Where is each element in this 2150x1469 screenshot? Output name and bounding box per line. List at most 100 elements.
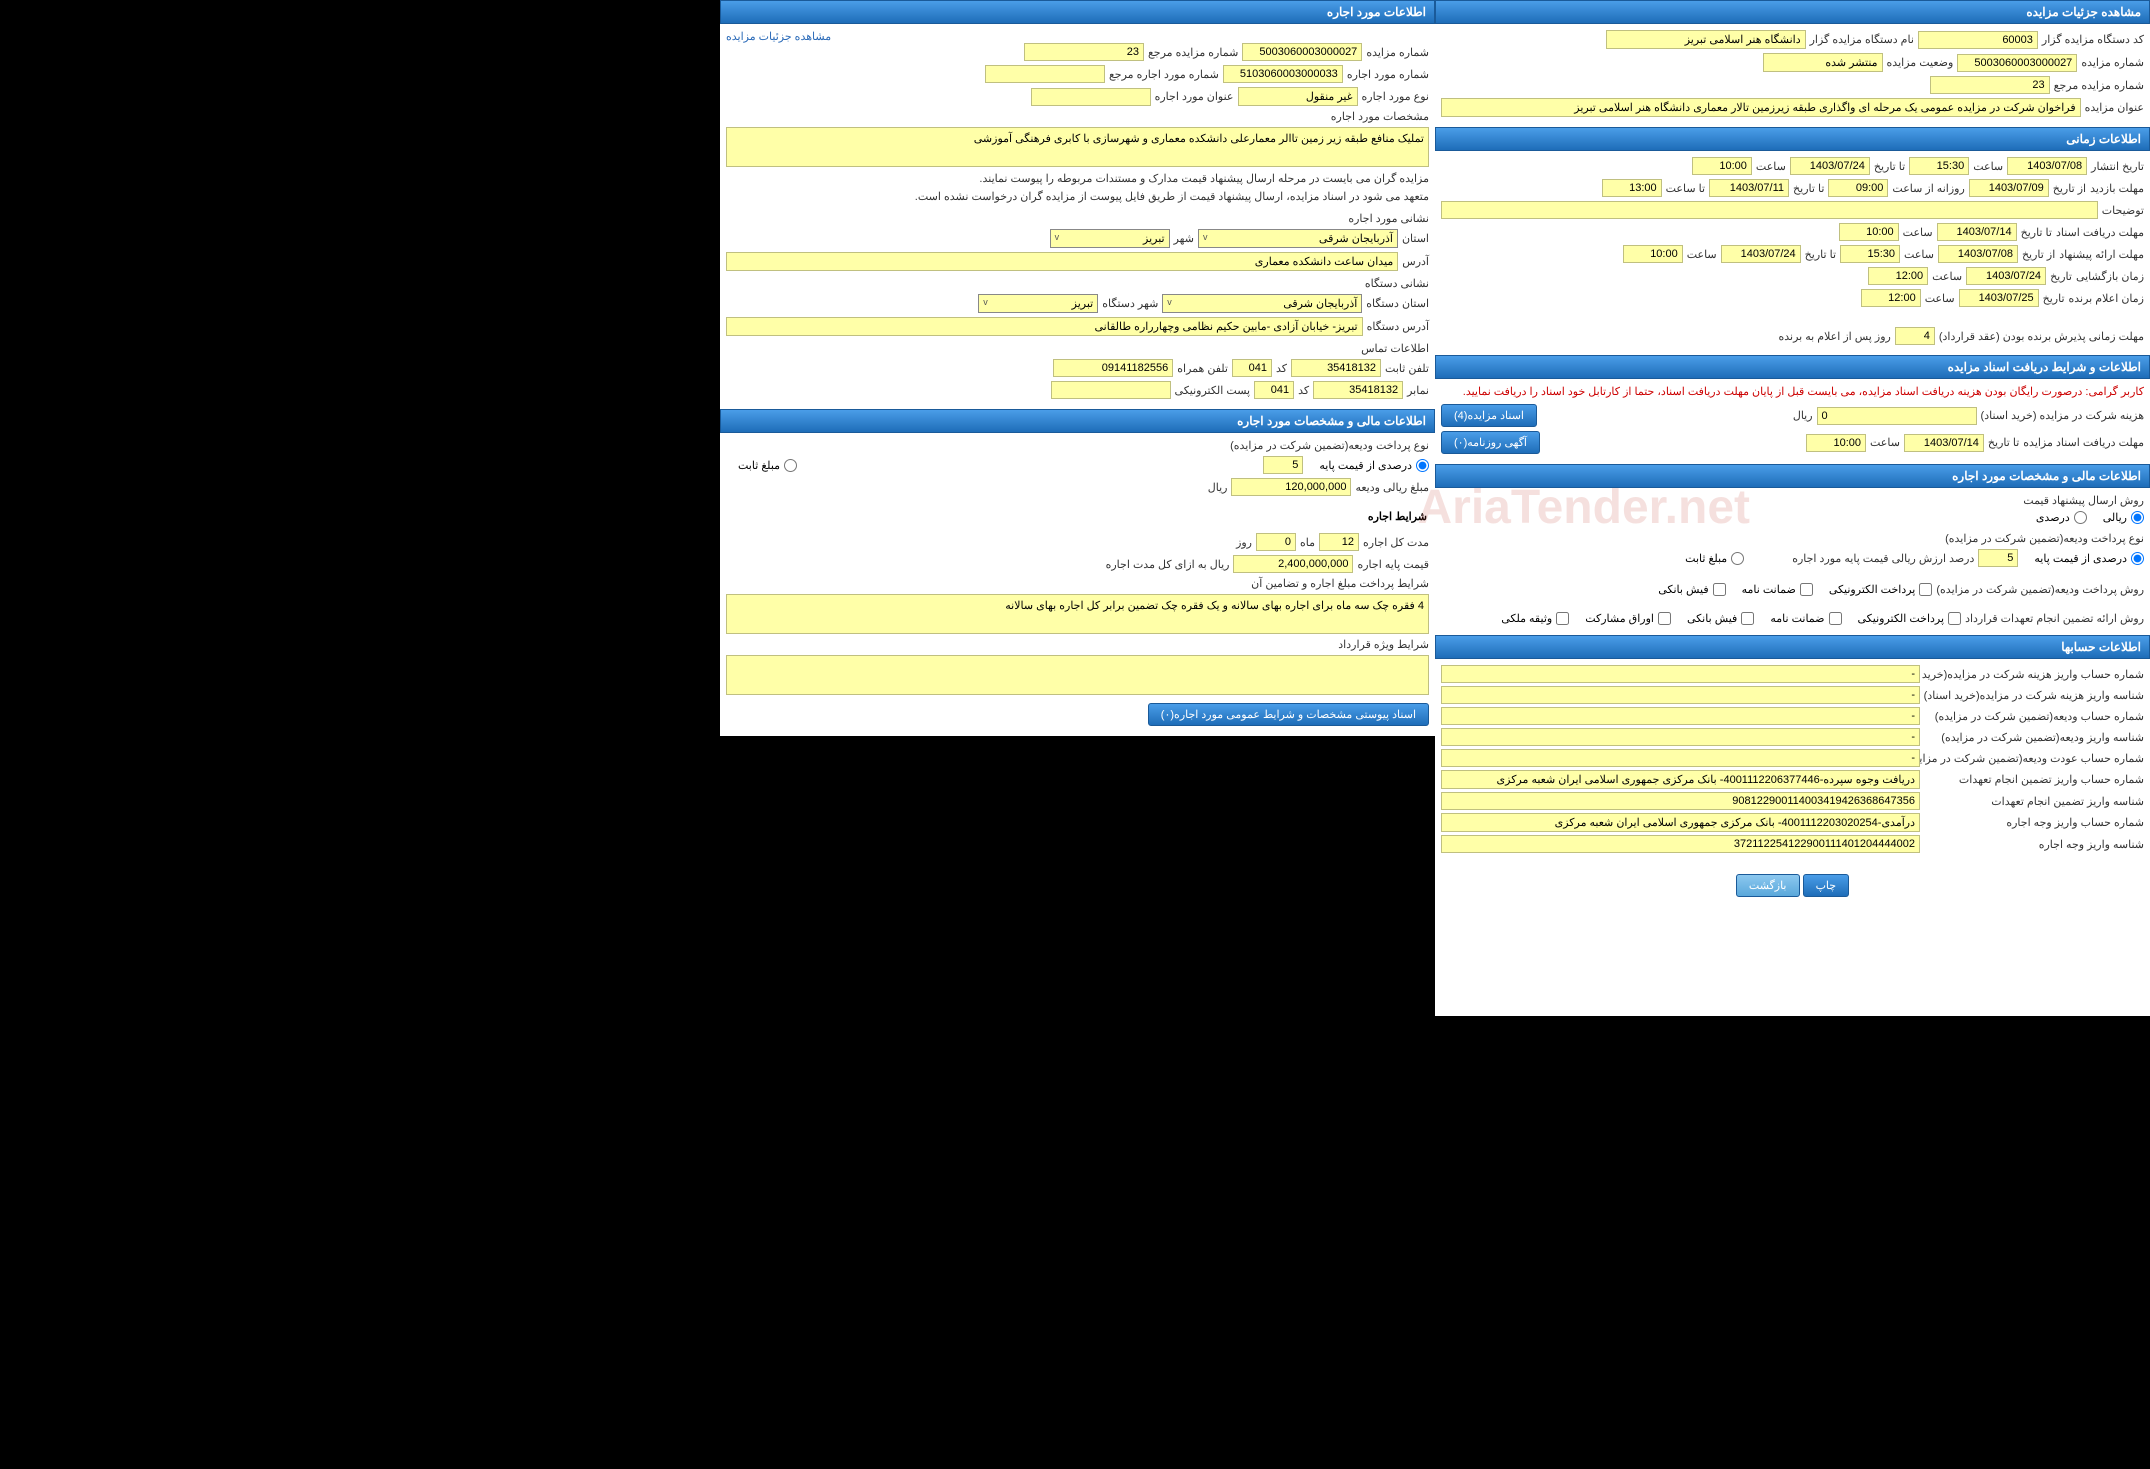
dev-city-dropdown[interactable]: تبریز [978, 294, 1098, 313]
acc7-label: شناسه واریز تضمین انجام تعهدات [1924, 795, 2144, 808]
chk-property[interactable]: وثیقه ملکی [1501, 612, 1569, 625]
section-lease-header: اطلاعات مورد اجاره [720, 0, 1435, 24]
visit-from: 1403/07/09 [1969, 179, 2049, 197]
radio-percent-base[interactable]: درصدی از قیمت پایه [2034, 552, 2144, 565]
publish-time: 15:30 [1909, 157, 1969, 175]
l-ref-num: 23 [1024, 43, 1144, 61]
section-time-header: اطلاعات زمانی [1435, 127, 2150, 151]
l-title-label: عنوان مورد اجاره [1155, 90, 1234, 103]
type-field: غیر منقول [1238, 87, 1358, 106]
duration-label: مدت کل اجاره [1363, 536, 1429, 549]
radio-rial[interactable]: ریالی [2103, 511, 2144, 524]
lease-docs-button[interactable]: اسناد پیوستی مشخصات و شرایط عمومی مورد ا… [1148, 703, 1429, 726]
lpercent-val: 5 [1263, 456, 1303, 474]
lradio-percent-input[interactable] [1416, 459, 1429, 472]
deadline-time: 10:00 [1806, 434, 1866, 452]
days-label: روز [1236, 536, 1252, 549]
opening-time: 12:00 [1868, 267, 1928, 285]
lradio-percent[interactable]: درصدی از قیمت پایه [1319, 459, 1429, 472]
device-addr-label: نشانی دستگاه [1365, 277, 1429, 290]
detail-link[interactable]: مشاهده جزئیات مزایده [726, 31, 831, 43]
base-price: 2,400,000,000 [1233, 555, 1353, 573]
radio-fixed[interactable]: مبلغ ثابت [1685, 552, 1744, 565]
province-dropdown[interactable]: آذربایجان شرقی [1198, 229, 1398, 248]
lradio-fixed-input[interactable] [784, 459, 797, 472]
spec-label: مشخصات مورد اجاره [1331, 110, 1429, 123]
proposal-to-time-label: ساعت [1687, 248, 1717, 261]
payment-terms-label: شرایط پرداخت مبلغ اجاره و تضامین آن [1251, 577, 1429, 590]
org-name-label: نام دستگاه مزایده گزار [1810, 33, 1914, 46]
l-ref-num-label: شماره مزایده مرجع [1148, 46, 1238, 59]
status-label: وضعیت مزایده [1887, 56, 1954, 69]
visit-from-label: از تاریخ [2053, 182, 2086, 195]
section-lfinance-header: اطلاعات مالی و مشخصات مورد اجاره [720, 409, 1435, 433]
chk-bank[interactable]: فیش بانکی [1658, 583, 1725, 596]
dev-province-dropdown[interactable]: آذربایجان شرقی [1162, 294, 1362, 313]
addr-label: نشانی مورد اجاره [1348, 212, 1429, 225]
chk-bank-input[interactable] [1713, 583, 1726, 596]
result-label: زمان اعلام برنده [2069, 292, 2144, 305]
rial-unit: ریال [1208, 481, 1228, 494]
section-docs-body: کاربر گرامی: درصورت رایگان بودن هزینه در… [1435, 379, 2150, 464]
auction-num-field: 5003060003000027 [1957, 54, 2077, 72]
rial-deposit-label: مبلغ ریالی ودیعه [1355, 481, 1429, 494]
auction-title-field: فراخوان شرکت در مزایده عمومی یک مرحله ای… [1441, 98, 2081, 117]
province-label: استان [1402, 232, 1429, 245]
ref-num-field: 23 [1930, 76, 2050, 94]
chk-property-input[interactable] [1556, 612, 1569, 625]
lease-num-label: شماره مورد اجاره [1347, 68, 1429, 81]
lease-ref [985, 65, 1105, 83]
chk-warranty[interactable]: ضمانت نامه [1742, 583, 1813, 596]
chk-bank2[interactable]: فیش بانکی [1687, 612, 1754, 625]
email-field [1051, 381, 1171, 399]
chk-bank2-input[interactable] [1741, 612, 1754, 625]
visit-to-label: تا تاریخ [1793, 182, 1824, 195]
chk-warranty2[interactable]: ضمانت نامه [1770, 612, 1841, 625]
acc9-field: 372112254122900111401204444002 [1441, 835, 1920, 853]
note1: مزایده گران می بایست در مرحله ارسال پیشن… [726, 171, 1429, 189]
opening-date: 1403/07/24 [1966, 267, 2046, 285]
chk-electronic2-input[interactable] [1948, 612, 1961, 625]
acc9-label: شناسه واریز وجه اجاره [1924, 838, 2144, 851]
daily-to-label: تا ساعت [1666, 182, 1705, 195]
fax-code: 041 [1254, 381, 1294, 399]
org-code-label: کد دستگاه مزایده گزار [2042, 33, 2144, 46]
special-label: شرایط ویژه قرارداد [1338, 638, 1429, 651]
chk-electronic2[interactable]: پرداخت الکترونیکی [1858, 612, 1962, 625]
chk-electronic-input[interactable] [1919, 583, 1932, 596]
chk-electronic[interactable]: پرداخت الکترونیکی [1829, 583, 1933, 596]
cost-unit: ریال [1793, 409, 1813, 422]
acc1-field: - [1441, 665, 1920, 683]
newspaper-button[interactable]: آگهی روزنامه(۰) [1441, 431, 1540, 454]
lradio-fixed[interactable]: مبلغ ثابت [738, 459, 797, 472]
radio-percent-base-input[interactable] [2131, 552, 2144, 565]
publish-to-date: 1403/07/24 [1790, 157, 1870, 175]
doc-time: 10:00 [1839, 223, 1899, 241]
dev-addr-label: آدرس دستگاه [1367, 320, 1429, 333]
section-accounts-body: شماره حساب واریز هزینه شرکت در مزایده(خر… [1435, 659, 2150, 862]
chk-bonds-input[interactable] [1658, 612, 1671, 625]
radio-fixed-input[interactable] [1731, 552, 1744, 565]
mobile-label: تلفن همراه [1177, 362, 1228, 375]
dev-province-label: استان دستگاه [1366, 297, 1429, 310]
acc4-label: شناسه واریز ودیعه(تضمین شرکت در مزایده) [1924, 731, 2144, 744]
opening-label: زمان بازگشایی [2076, 270, 2144, 283]
spec-field: تملیک منافع طبقه زیر زمین تاالر معمارعلی… [726, 127, 1429, 167]
radio-percent[interactable]: درصدی [2036, 511, 2087, 524]
print-button[interactable]: چاپ [1803, 874, 1850, 897]
org-code-field: 60003 [1918, 31, 2038, 49]
docs-button[interactable]: اسناد مزایده(4) [1441, 404, 1537, 427]
radio-percent-input[interactable] [2074, 511, 2087, 524]
back-button[interactable]: بازگشت [1736, 874, 1800, 897]
radio-rial-input[interactable] [2131, 511, 2144, 524]
chk-bonds[interactable]: اوراق مشارکت [1585, 612, 1671, 625]
result-date: 1403/07/25 [1959, 289, 2039, 307]
fax-field: 35418132 [1313, 381, 1403, 399]
city-dropdown[interactable]: تبریز [1050, 229, 1170, 248]
method-label: روش ارسال پیشنهاد قیمت [2023, 494, 2144, 507]
days-field: 0 [1256, 533, 1296, 551]
chk-warranty-input[interactable] [1800, 583, 1813, 596]
deposit-type-label: نوع پرداخت ودیعه(تضمین شرکت در مزایده) [1945, 532, 2144, 545]
section-auction-details-body: کد دستگاه مزایده گزار 60003 نام دستگاه م… [1435, 24, 2150, 127]
chk-warranty2-input[interactable] [1829, 612, 1842, 625]
